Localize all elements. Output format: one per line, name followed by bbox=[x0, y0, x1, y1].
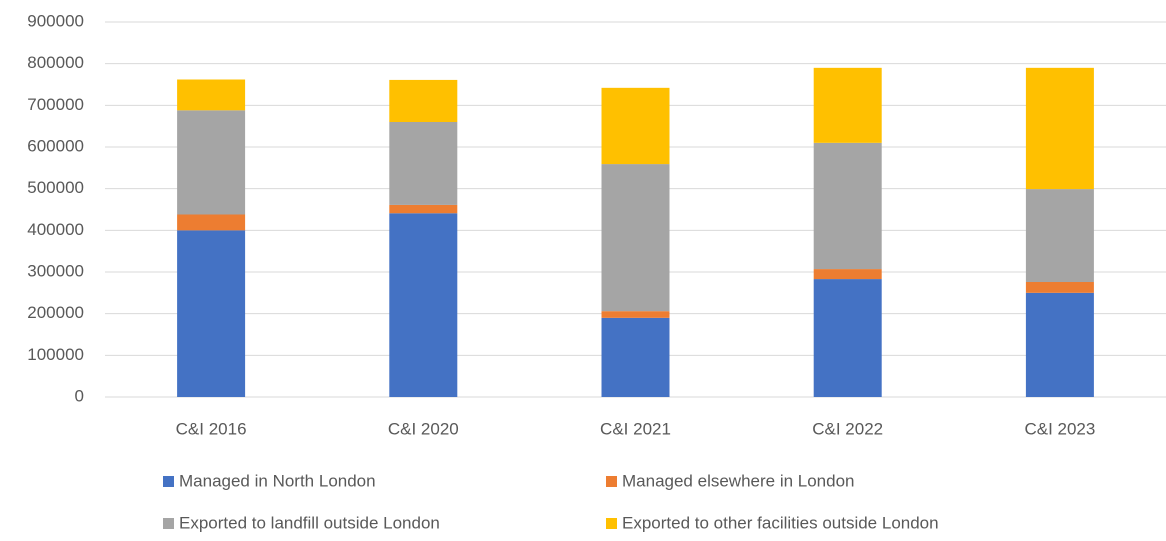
bar-segment bbox=[601, 317, 670, 397]
legend-label: Managed in North London bbox=[179, 471, 376, 490]
bar-segment bbox=[177, 110, 246, 215]
bar-segment bbox=[389, 204, 458, 214]
bar-segment bbox=[177, 230, 246, 397]
y-tick-label: 800000 bbox=[27, 53, 84, 72]
legend-swatch bbox=[163, 518, 174, 529]
bar-segment bbox=[1025, 292, 1094, 397]
bar-segment bbox=[1025, 282, 1094, 293]
x-tick-label: C&I 2020 bbox=[388, 419, 459, 438]
y-tick-label: 100000 bbox=[27, 345, 84, 364]
bar-segment bbox=[601, 164, 670, 312]
bar-segment bbox=[813, 269, 882, 280]
bar-segment bbox=[177, 214, 246, 231]
bar-segment bbox=[389, 79, 458, 122]
y-tick-label: 600000 bbox=[27, 136, 84, 155]
x-tick-label: C&I 2023 bbox=[1024, 419, 1095, 438]
bar-segment bbox=[813, 279, 882, 397]
legend-label: Exported to other facilities outside Lon… bbox=[622, 513, 939, 532]
y-tick-label: 900000 bbox=[27, 11, 84, 30]
legend-label: Exported to landfill outside London bbox=[179, 513, 440, 532]
legend-label: Managed elsewhere in London bbox=[622, 471, 855, 490]
y-tick-label: 500000 bbox=[27, 178, 84, 197]
legend-swatch bbox=[163, 476, 174, 487]
bar-segment bbox=[1025, 189, 1094, 282]
bar-segment bbox=[389, 122, 458, 205]
x-tick-label: C&I 2021 bbox=[600, 419, 671, 438]
legend-swatch bbox=[606, 476, 617, 487]
x-tick-label: C&I 2022 bbox=[812, 419, 883, 438]
bar-segment bbox=[389, 213, 458, 397]
y-tick-label: 400000 bbox=[27, 220, 84, 239]
bar-segment bbox=[813, 67, 882, 143]
y-tick-label: 0 bbox=[75, 386, 84, 405]
bar-segment bbox=[601, 311, 670, 318]
bar-segment bbox=[177, 79, 246, 111]
bar-segment bbox=[601, 87, 670, 165]
legend-swatch bbox=[606, 518, 617, 529]
y-tick-label: 700000 bbox=[27, 95, 84, 114]
y-tick-label: 200000 bbox=[27, 303, 84, 322]
y-tick-label: 300000 bbox=[27, 261, 84, 280]
bar-segment bbox=[1025, 67, 1094, 190]
x-tick-label: C&I 2016 bbox=[176, 419, 247, 438]
bar-segment bbox=[813, 142, 882, 270]
